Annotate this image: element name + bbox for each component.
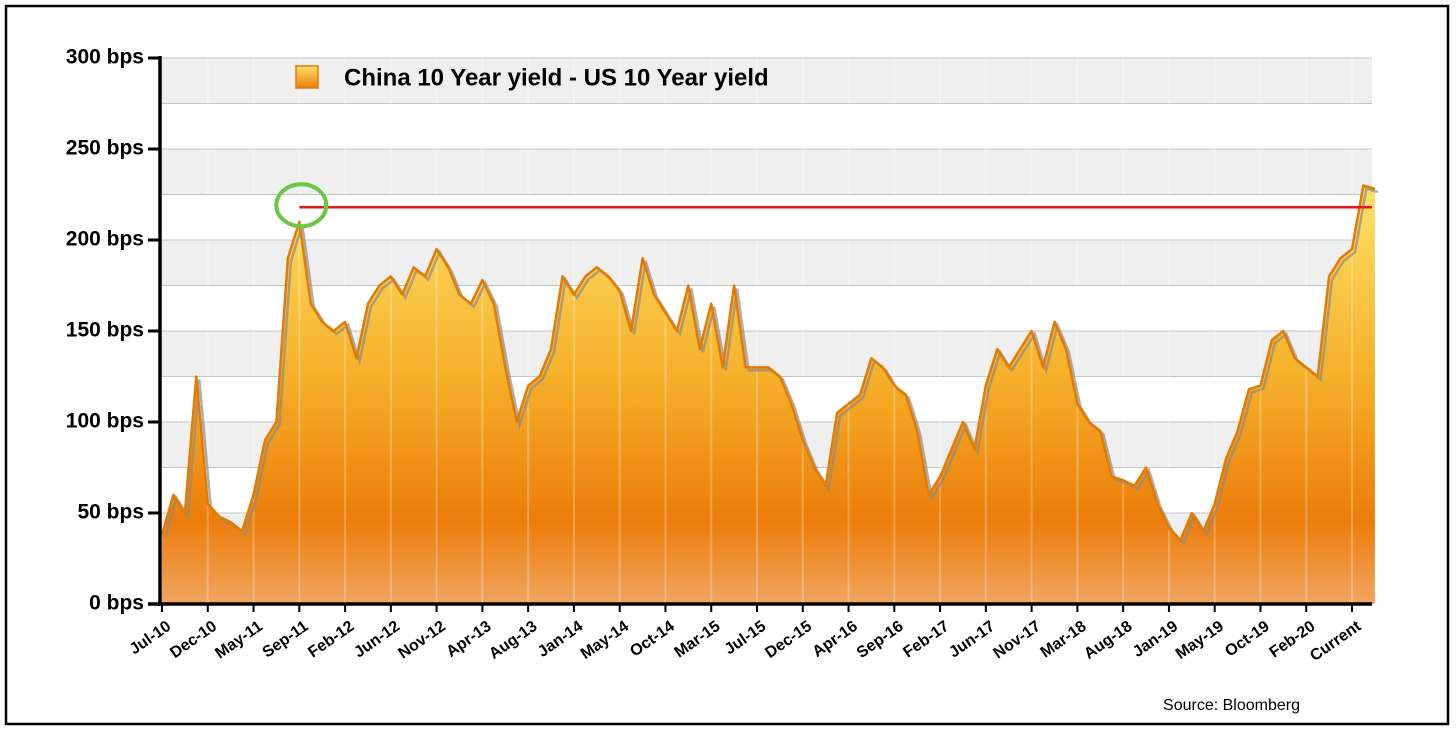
legend-label: China 10 Year yield - US 10 Year yield <box>344 64 769 91</box>
y-tick-label: 50 bps <box>77 501 144 524</box>
grid-band <box>160 58 1372 104</box>
legend-swatch <box>295 65 319 89</box>
y-tick-label: 150 bps <box>66 319 144 342</box>
line <box>160 184 1376 542</box>
y-tick-label: 200 bps <box>66 228 144 251</box>
y-tick-label: 300 bps <box>66 46 144 69</box>
grid-band <box>160 149 1372 195</box>
grid-band <box>160 240 1372 286</box>
y-tick-label: 100 bps <box>66 410 144 433</box>
source: Source: Bloomberg <box>1163 697 1300 714</box>
area <box>162 185 1375 604</box>
highlight-circle <box>274 182 329 229</box>
y-tick-label: 0 bps <box>89 592 144 615</box>
y-tick-label: 250 bps <box>66 137 144 160</box>
